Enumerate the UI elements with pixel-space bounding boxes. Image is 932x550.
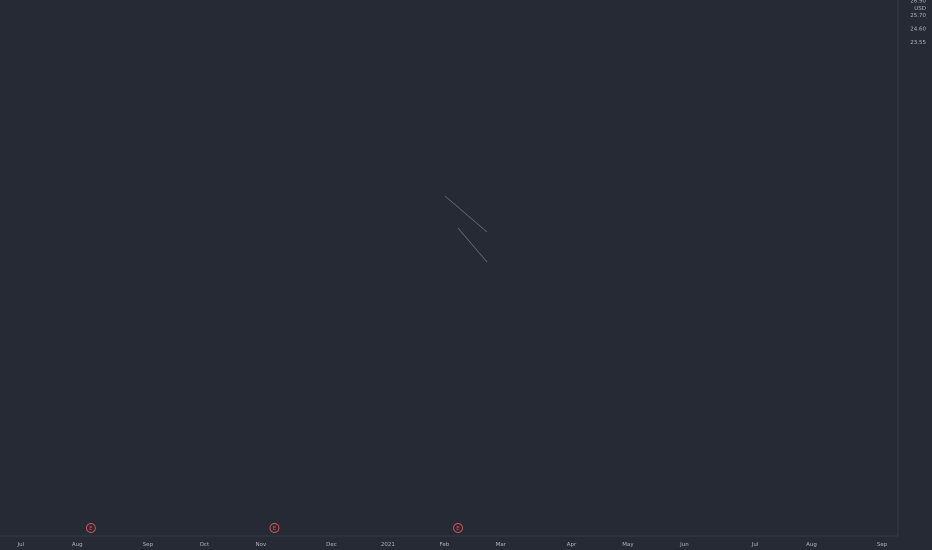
time-tick-label: Jun xyxy=(679,542,689,548)
time-axis: E E E Jul Aug Sep Oct Nov Dec 2021 Feb Mar Apr May Jun… xyxy=(0,523,898,548)
chart-overlay xyxy=(444,195,488,263)
time-tick-label: 2021 xyxy=(381,542,395,548)
trend-line xyxy=(457,227,488,263)
time-tick-label: Nov xyxy=(255,542,266,548)
price-tick-label: 25.70 xyxy=(910,13,926,19)
earnings-marker-label: E xyxy=(456,526,460,532)
time-tick-label: Jul xyxy=(16,542,24,548)
time-tick-label: May xyxy=(622,542,634,548)
time-tick-label: Jul xyxy=(751,542,759,548)
price-tick-label: 23.55 xyxy=(910,40,926,46)
time-tick-label: Apr xyxy=(567,542,577,548)
time-tick-label: Sep xyxy=(877,542,888,548)
earnings-marker-icon[interactable] xyxy=(453,523,463,533)
price-axis: 23.5524.6025.7026.9028.1029.5031.0032.50… xyxy=(897,0,926,536)
trend-line xyxy=(444,195,488,233)
earnings-marker-label: E xyxy=(89,526,93,532)
time-tick-label: Aug xyxy=(72,542,83,548)
time-tick-label: Feb xyxy=(440,542,450,548)
currency-label: USD xyxy=(914,6,926,12)
time-tick-label: Oct xyxy=(200,542,210,548)
time-tick-label: Dec xyxy=(326,542,337,548)
time-tick-label: Mar xyxy=(496,542,507,548)
price-tick-label: 24.60 xyxy=(910,27,926,33)
earnings-marker-label: E xyxy=(273,526,277,532)
earnings-marker-icon[interactable] xyxy=(85,523,96,533)
price-tick-label: 26.90 xyxy=(910,0,926,5)
earnings-marker-icon[interactable] xyxy=(269,523,280,533)
time-tick-label: Aug xyxy=(806,542,817,548)
time-tick-label: Sep xyxy=(143,542,154,548)
